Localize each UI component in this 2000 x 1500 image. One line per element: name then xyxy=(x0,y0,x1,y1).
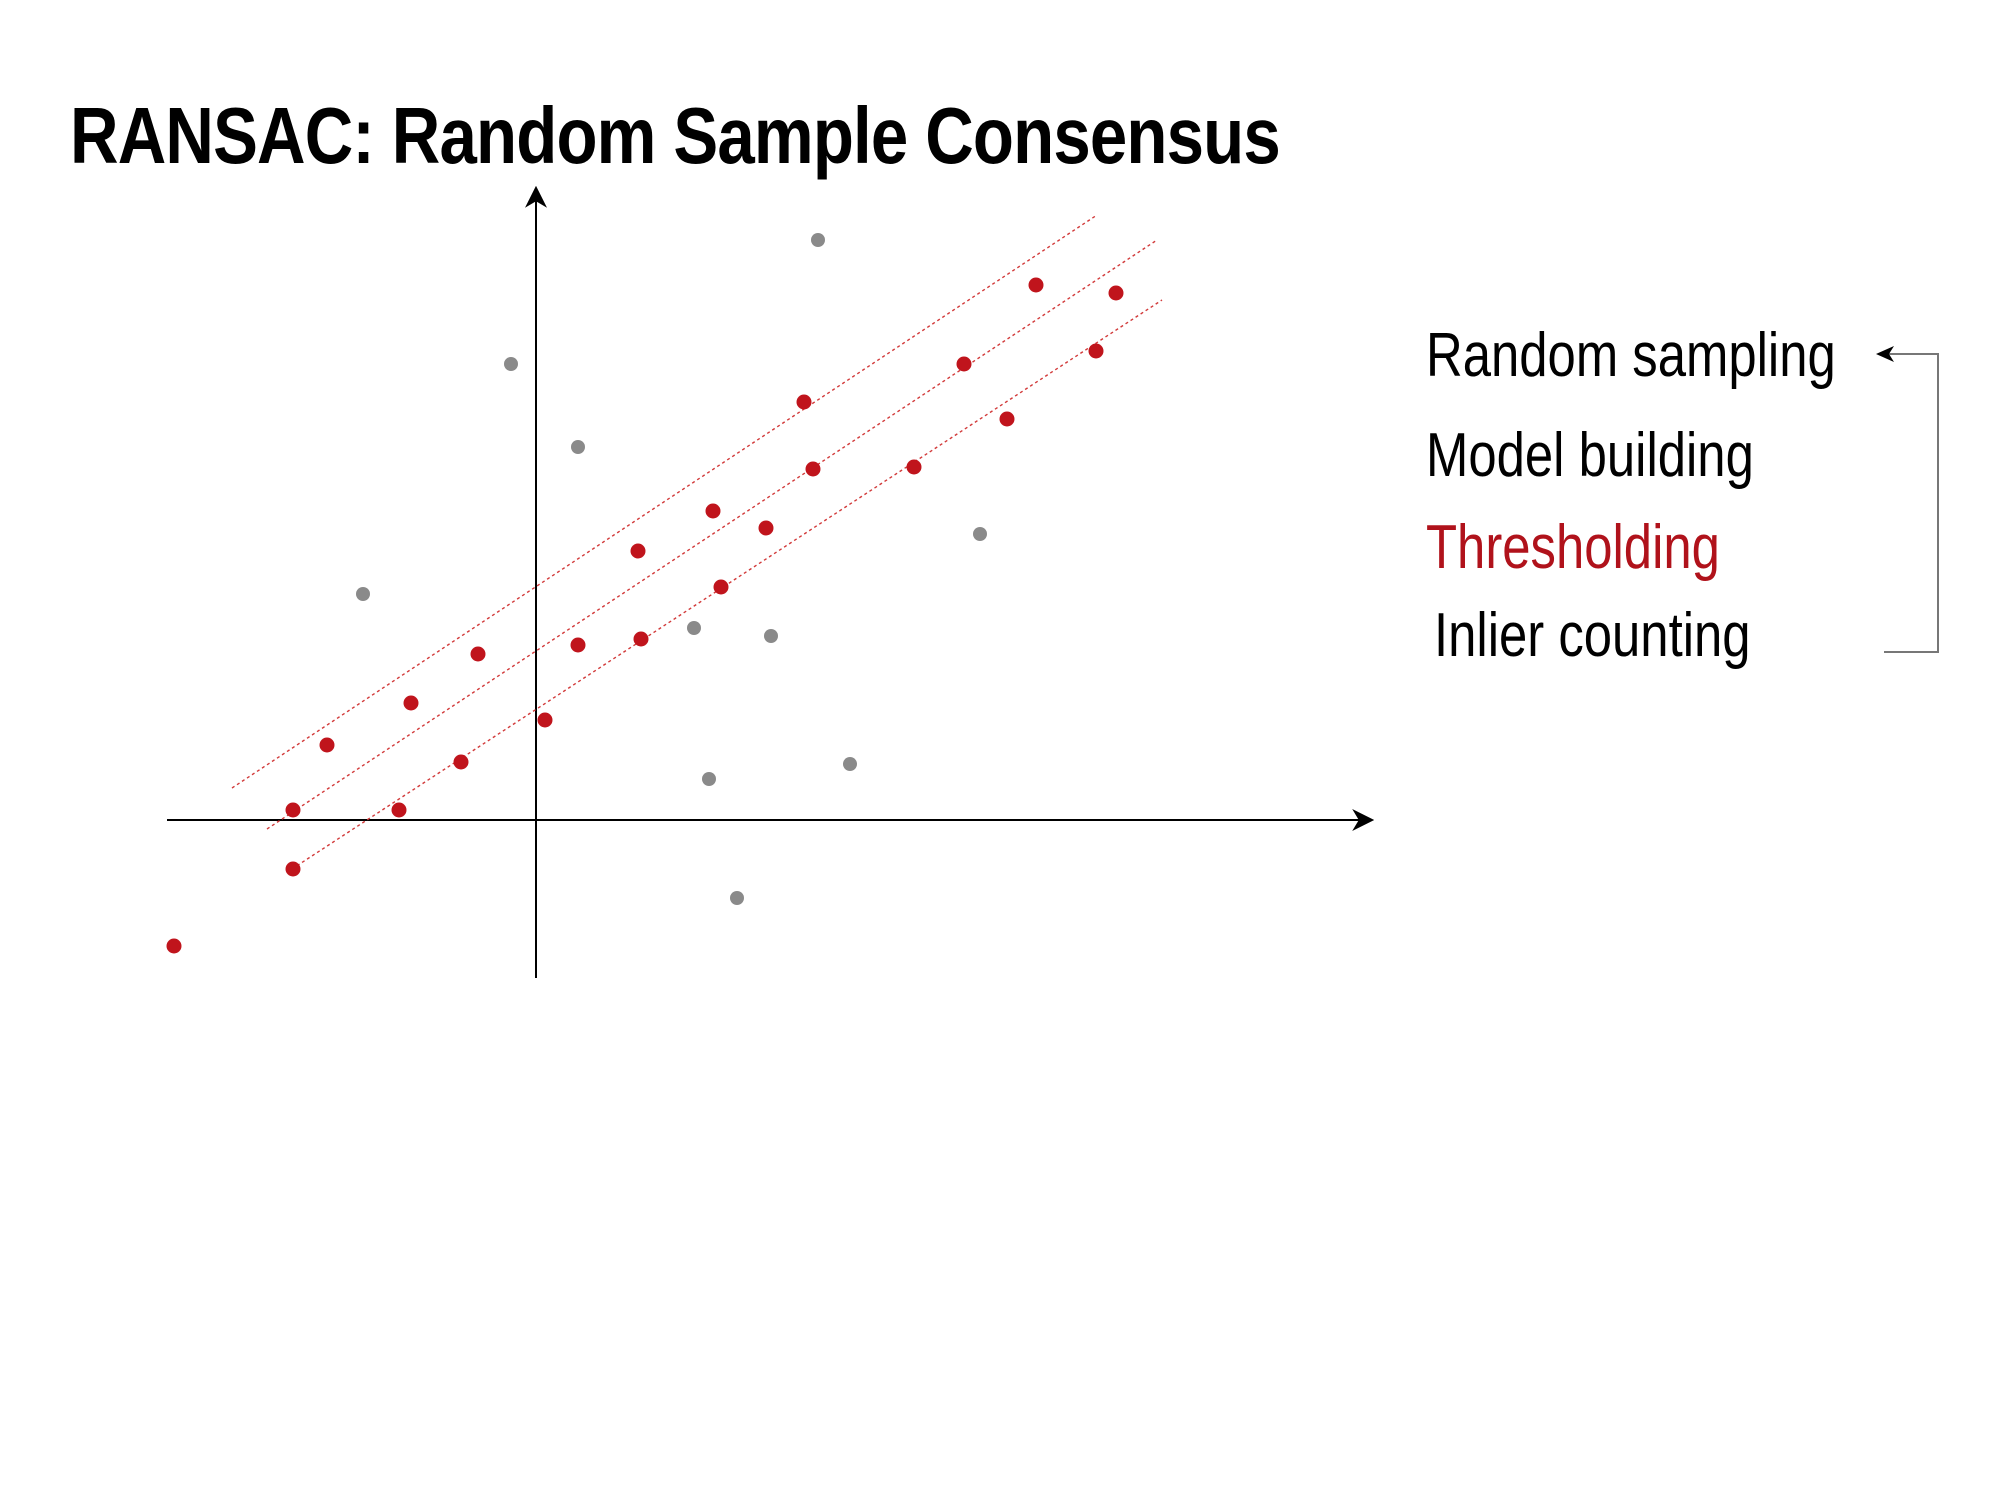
inlier-point xyxy=(705,503,721,519)
inlier-point xyxy=(166,938,182,954)
inlier-point xyxy=(470,646,486,662)
inlier-point xyxy=(391,802,407,818)
inlier-point xyxy=(805,461,821,477)
inlier-point xyxy=(1088,343,1104,359)
outlier-point xyxy=(687,621,701,635)
outlier-point xyxy=(571,440,585,454)
step-random-sampling: Random sampling xyxy=(1426,321,1836,390)
inlier-point xyxy=(1028,277,1044,293)
inlier-point xyxy=(319,737,335,753)
inlier-point xyxy=(285,861,301,877)
inlier-point xyxy=(537,712,553,728)
slide-title: RANSAC: Random Sample Consensus xyxy=(70,91,1281,180)
inlier-point xyxy=(956,356,972,372)
inlier-point xyxy=(758,520,774,536)
outlier-point xyxy=(973,527,987,541)
step-model-building: Model building xyxy=(1426,421,1754,490)
model-line-center xyxy=(266,239,1158,830)
inlier-point xyxy=(630,543,646,559)
step-inlier-counting: Inlier counting xyxy=(1434,601,1751,670)
outlier-point xyxy=(702,772,716,786)
arrow-left-icon xyxy=(1876,346,1894,362)
inlier-point xyxy=(906,459,922,475)
outlier-point xyxy=(811,233,825,247)
inlier-point xyxy=(713,579,729,595)
inlier-point xyxy=(285,802,301,818)
inlier-point xyxy=(796,394,812,410)
outlier-point xyxy=(764,629,778,643)
inlier-point xyxy=(999,411,1015,427)
inlier-point xyxy=(403,695,419,711)
inlier-point xyxy=(453,754,469,770)
step-thresholding: Thresholding xyxy=(1426,513,1720,582)
model-line-upper-threshold xyxy=(231,214,1098,789)
model-line-lower-threshold xyxy=(291,299,1163,870)
inlier-point xyxy=(570,637,586,653)
outlier-point xyxy=(730,891,744,905)
outlier-point xyxy=(843,757,857,771)
inlier-point xyxy=(633,631,649,647)
outlier-point xyxy=(504,357,518,371)
outlier-point xyxy=(356,587,370,601)
inlier-point xyxy=(1108,285,1124,301)
